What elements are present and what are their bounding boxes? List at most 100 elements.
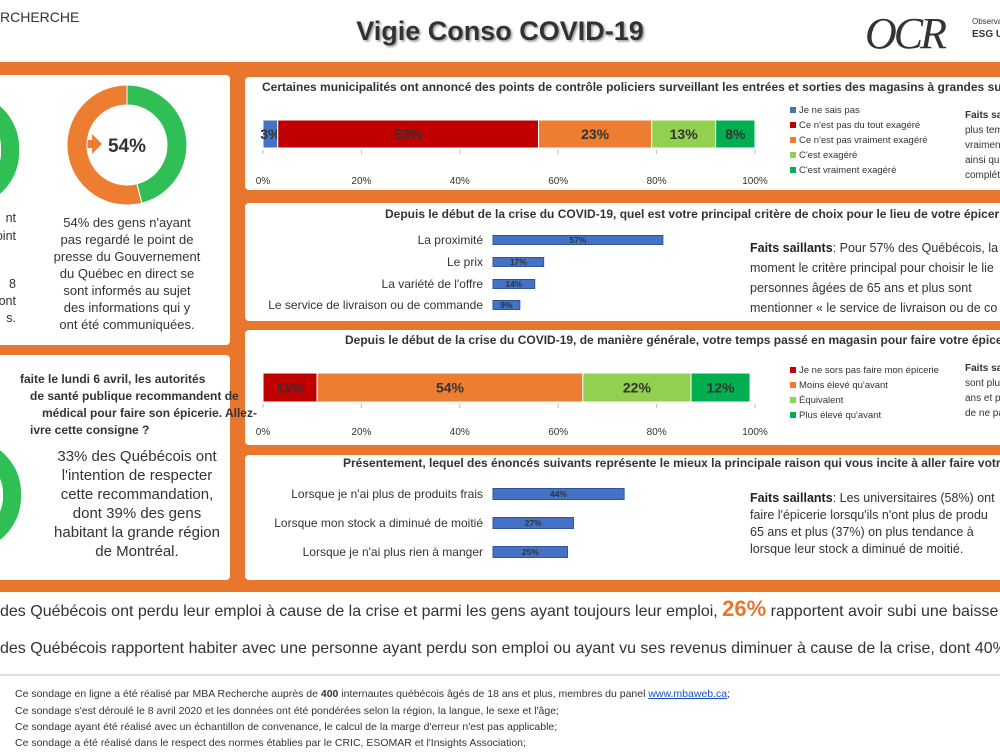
footer-link[interactable]: www.mbaweb.ca [647,688,727,700]
category-label: La variété de l'offre [382,277,484,291]
footer-text: internautes québécois âgés de 18 ans et … [338,688,648,700]
panel-title: Présentement, lequel des énoncés suivant… [343,456,1000,470]
bar [492,517,574,529]
legend-swatch [790,107,796,113]
panel-title: Certaines municipalités ont annoncé des … [262,80,1000,94]
faits-text: plus tem [965,125,1000,136]
legend-label: Je ne sors pas faire mon épicerie [799,365,939,376]
highlight: 26% [722,596,766,621]
body-text: de Montréal. [95,543,178,560]
x-tick-label: 20% [351,427,371,438]
panel-left-bottom [0,355,230,580]
faits-text: lorsque leur stock a diminué de moitié. [750,542,963,556]
panel-2 [245,203,1000,321]
value-label: 13% [670,126,699,142]
panel-4 [245,455,1000,580]
body-text: dont 39% des gens [73,505,201,522]
faits-text: ans et p [965,393,1000,404]
bar [492,546,568,558]
value-label: 44% [550,489,567,499]
faits-text: moment le critère principal pour choisir… [750,261,994,275]
body-text: 33% des Québécois ont [57,448,217,465]
x-tick-label: 80% [647,427,667,438]
panel-title: Depuis le début de la crise du COVID-19,… [385,207,1000,221]
brand: RCHERCHE [0,9,79,25]
body-text: des informations qui y [64,300,191,315]
value-label: 12% [707,380,736,396]
question: ivre cette consigne ? [30,423,149,437]
body-text: 54% des gens n'ayant [63,215,191,230]
category-label: Le service de livraison ou de commande [268,298,483,312]
faits-text: mentionner « le service de livraison ou … [750,301,997,315]
arrow [84,134,102,154]
cut-text: 8 [9,277,16,291]
footer-text: Ce sondage en ligne a été réalisé par MB… [15,688,321,700]
legend-swatch [790,137,796,143]
faits-text: faire l'épicerie lorsqu'ils n'ont plus d… [750,508,988,522]
category-label: Lorsque mon stock a diminué de moitié [274,516,483,530]
cut-text: ont [0,294,17,308]
legend-swatch [790,167,796,173]
category-label: Lorsque je n'ai plus rien à manger [303,545,483,559]
legend-swatch [790,122,796,128]
bottom-line: des Québécois rapportent habiter avec un… [0,640,1000,657]
bar [492,257,545,267]
faits-text: ainsi qu [965,155,999,166]
legend-label: Je ne sais pas [799,105,860,116]
footer-line: Ce sondage en ligne a été réalisé par MB… [15,688,730,700]
value-label: 54% [436,380,465,396]
bar-segment [316,372,584,403]
footer-line: Ce sondage ayant été réalisé avec un éch… [15,721,557,733]
x-tick-label: 0% [256,176,271,187]
footer-line: Ce sondage s'est déroulé le 8 avril 2020… [15,705,559,717]
body-text: pas regardé le point de [61,232,194,247]
x-tick-label: 80% [647,176,667,187]
cut-text: s. [6,311,16,325]
faits-text: personnes âgées de 65 ans et plus sont [750,281,972,295]
legend-label: Moins élevé qu'avant [799,380,888,391]
faits-line: : Les universitaires (58%) ont [833,491,995,505]
value-label: 23% [581,126,610,142]
body-text: sont informés au sujet [63,283,191,298]
cut-donut [0,450,22,540]
question: de santé publique recommandent de [30,389,239,403]
bar-segment [582,372,692,403]
bottom-line: des Québécois ont perdu leur emploi à ca… [0,596,1000,621]
legend-swatch [790,152,796,158]
value-label: 14% [505,279,522,289]
legend-swatch [790,367,796,373]
panel-title: Depuis le début de la crise du COVID-19,… [345,333,1000,347]
cut-donut [0,106,20,194]
bar-segment [277,119,540,149]
legend-label: C'est exagéré [799,150,857,161]
cut-text: oint [0,229,17,243]
x-tick-label: 40% [450,176,470,187]
bar [492,488,625,500]
legend-label: Plus élevé qu'avant [799,410,881,421]
footer-bold: 400 [321,688,339,700]
legend-label: Équivalent [799,395,844,406]
value-label: 11% [276,380,304,396]
faits-text: de ne pa [965,408,1000,419]
bar [492,300,521,310]
donut-label: 54% [108,136,146,157]
body-text: presse du Gouvernement [54,249,201,264]
legend-label: Ce n'est pas du tout exagéré [799,120,920,131]
faits-line: : Pour 57% des Québécois, la [833,241,998,255]
value-label: 17% [510,257,527,267]
category-label: La proximité [418,233,484,247]
value-label: 27% [525,518,542,528]
faits-text: sont plu [965,378,1000,389]
donut-segment [66,84,143,206]
donut-segment [126,84,188,204]
value-label: 25% [522,547,539,557]
body-text: ont été communiquées. [59,317,194,332]
faits-label: Faits sai [965,110,1000,121]
bottom-text: rapportent avoir subi une baisse de leur… [766,603,1000,620]
faits-label: Faits saillants [750,241,833,255]
x-tick-label: 100% [742,176,768,187]
x-tick-label: 0% [256,427,271,438]
bar [492,279,536,289]
